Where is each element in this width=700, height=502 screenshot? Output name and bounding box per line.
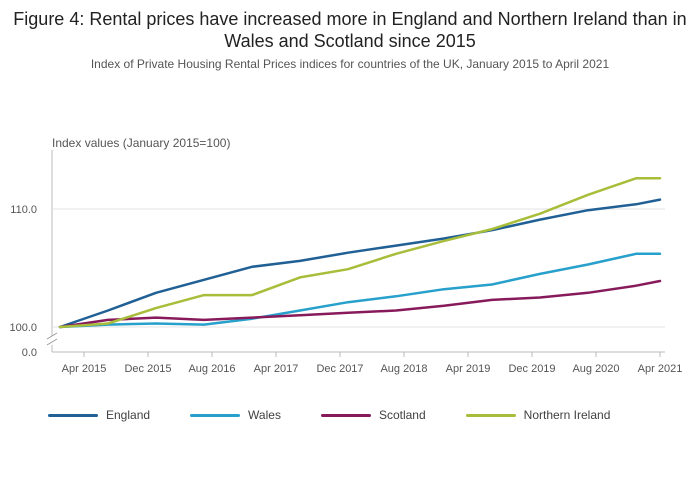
- axis-break-mark: [46, 332, 58, 340]
- chart-legend: England Wales Scotland Northern Ireland: [48, 408, 650, 422]
- legend-label: England: [106, 408, 151, 422]
- legend-swatch: [48, 413, 98, 417]
- x-tick-label: Apr 2015: [62, 363, 107, 375]
- y-tick-label: 100.0: [9, 322, 37, 334]
- series-line-northern-ireland: [58, 177, 662, 329]
- series-line-england: [58, 198, 662, 329]
- x-tick-label: Apr 2019: [446, 363, 491, 375]
- legend-label: Northern Ireland: [523, 408, 611, 422]
- x-tick-label: Dec 2015: [124, 363, 171, 375]
- legend-item-scotland[interactable]: Scotland: [320, 408, 426, 422]
- y-axis-label: Index values (January 2015=100): [52, 136, 231, 150]
- legend-label: Wales: [248, 408, 281, 422]
- x-tick-label: Aug 2020: [572, 363, 619, 375]
- legend-item-northern-ireland[interactable]: Northern Ireland: [465, 408, 611, 422]
- series-line-scotland: [58, 279, 662, 329]
- chart-title: Figure 4: Rental prices have increased m…: [13, 9, 687, 51]
- x-tick-label: Apr 2021: [638, 363, 683, 375]
- legend-item-england[interactable]: England: [48, 408, 150, 422]
- x-tick-label: Apr 2017: [254, 363, 299, 375]
- x-tick-label: Dec 2019: [508, 363, 555, 375]
- y-tick-label: 0.0: [22, 347, 37, 359]
- x-tick-label: Aug 2016: [188, 363, 235, 375]
- chart-subtitle: Index of Private Housing Rental Prices i…: [90, 57, 610, 71]
- x-tick-label: Dec 2017: [316, 363, 363, 375]
- legend-swatch: [320, 413, 371, 417]
- legend-swatch: [190, 413, 241, 417]
- series-line-wales: [58, 252, 662, 329]
- x-tick-label: Aug 2018: [380, 363, 427, 375]
- axis-break-mark: [46, 338, 58, 346]
- line-chart: 110.0 100.0 0.0 Apr 2015 Dec 2015 Aug 2016 Apr…: [9, 150, 683, 375]
- y-tick-label: 110.0: [10, 204, 37, 216]
- legend-item-wales[interactable]: Wales: [190, 408, 281, 422]
- legend-label: Scotland: [378, 408, 426, 422]
- legend-swatch: [465, 413, 516, 417]
